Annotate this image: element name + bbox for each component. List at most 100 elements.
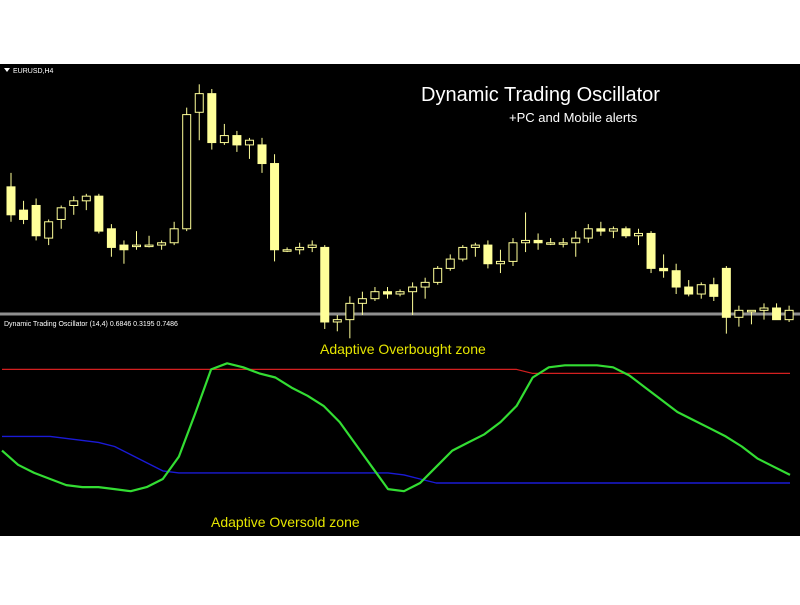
oversold-zone-label: Adaptive Oversold zone bbox=[211, 514, 360, 530]
candle-body-bullish bbox=[370, 291, 380, 300]
candle-body-bullish bbox=[244, 139, 254, 146]
candle-body-bearish bbox=[320, 246, 330, 323]
candle-body-bullish bbox=[408, 286, 418, 293]
candle bbox=[746, 309, 756, 325]
chart-background bbox=[0, 64, 800, 536]
candle bbox=[734, 305, 744, 327]
candle bbox=[508, 238, 518, 267]
candle-body-bullish bbox=[69, 200, 79, 206]
candle bbox=[433, 266, 443, 285]
candle bbox=[31, 198, 41, 241]
candle bbox=[483, 240, 493, 269]
candle-body-bearish bbox=[6, 186, 16, 216]
candle-body-bullish bbox=[571, 237, 581, 244]
candle bbox=[571, 231, 581, 257]
candle-body-bearish bbox=[646, 232, 656, 269]
symbol-dropdown-icon[interactable] bbox=[4, 68, 10, 72]
candle bbox=[307, 240, 317, 253]
candle-body-bullish bbox=[546, 242, 556, 245]
candle bbox=[44, 219, 54, 246]
candle-body-bullish bbox=[445, 258, 455, 269]
candle-body-bearish bbox=[270, 163, 280, 251]
candle-body-bullish bbox=[746, 309, 756, 313]
candle bbox=[270, 154, 280, 262]
candle bbox=[244, 137, 254, 159]
candle bbox=[458, 245, 468, 262]
candle bbox=[207, 88, 217, 150]
candle-body-bullish bbox=[345, 302, 355, 321]
candle bbox=[608, 226, 618, 239]
candle-body-bullish bbox=[282, 249, 292, 252]
candle-body-bullish bbox=[784, 309, 794, 321]
chart-title: Dynamic Trading Oscillator bbox=[421, 84, 660, 106]
candle bbox=[132, 231, 141, 250]
candle-body-bullish bbox=[144, 244, 154, 248]
candle-body-bearish bbox=[106, 228, 116, 248]
candle-body-bullish bbox=[433, 267, 443, 283]
candle bbox=[583, 224, 593, 243]
candle bbox=[157, 240, 167, 250]
candle bbox=[546, 238, 556, 246]
overbought-zone-label: Adaptive Overbought zone bbox=[320, 341, 486, 357]
candle bbox=[383, 287, 392, 299]
candle-body-bullish bbox=[194, 93, 204, 113]
candle-body-bullish bbox=[132, 244, 141, 248]
candle-body-bearish bbox=[621, 228, 631, 237]
candle bbox=[420, 277, 430, 299]
candle bbox=[295, 242, 305, 255]
candle bbox=[684, 280, 694, 297]
candle bbox=[94, 193, 104, 234]
candle bbox=[345, 296, 355, 339]
candle bbox=[357, 291, 367, 315]
candle-body-bearish bbox=[533, 239, 543, 244]
candle-body-bullish bbox=[395, 291, 405, 295]
candle bbox=[69, 196, 79, 215]
candle bbox=[194, 84, 204, 141]
candle bbox=[696, 282, 706, 299]
candle bbox=[709, 277, 719, 302]
oversold-line bbox=[2, 435, 790, 484]
candle-body-bearish bbox=[596, 228, 606, 232]
candle-body-bullish bbox=[583, 228, 593, 239]
candle-body-bullish bbox=[608, 228, 618, 232]
candle-body-bullish bbox=[169, 228, 179, 244]
candle-body-bullish bbox=[696, 284, 706, 295]
candle-body-bullish bbox=[157, 242, 167, 246]
candle-body-bullish bbox=[219, 135, 229, 144]
candle bbox=[408, 282, 418, 315]
overbought-line bbox=[2, 368, 790, 374]
candle-body-bullish bbox=[44, 221, 54, 239]
candle-body-bearish bbox=[721, 267, 731, 318]
candle-body-bearish bbox=[31, 204, 41, 237]
candle bbox=[721, 266, 731, 334]
candle bbox=[81, 193, 91, 211]
candle-body-bullish bbox=[56, 207, 66, 220]
candle-body-bearish bbox=[671, 270, 681, 288]
symbol-label[interactable]: EURUSD,H4 bbox=[13, 68, 54, 75]
indicator-label: Dynamic Trading Oscillator (14,4) 0.6846… bbox=[4, 321, 178, 328]
candle bbox=[395, 289, 405, 297]
candle bbox=[784, 305, 794, 322]
candle-body-bearish bbox=[207, 93, 217, 144]
candle bbox=[634, 228, 643, 246]
candle bbox=[320, 245, 330, 329]
candle-body-bullish bbox=[521, 239, 531, 244]
candle bbox=[759, 303, 769, 320]
candlestick-series bbox=[6, 84, 794, 339]
candle bbox=[646, 231, 656, 274]
candle-body-bearish bbox=[483, 244, 493, 265]
candle-body-bullish bbox=[734, 309, 744, 318]
candle bbox=[119, 240, 129, 264]
candle-body-bullish bbox=[332, 319, 342, 323]
candle-body-bearish bbox=[257, 144, 267, 165]
candle bbox=[332, 314, 342, 332]
candle-body-bearish bbox=[94, 195, 104, 232]
candle bbox=[282, 247, 292, 253]
candle-body-bearish bbox=[119, 244, 129, 251]
candle-body-bullish bbox=[420, 281, 430, 288]
candle bbox=[445, 254, 455, 271]
candle bbox=[533, 233, 543, 250]
candle bbox=[106, 224, 116, 257]
